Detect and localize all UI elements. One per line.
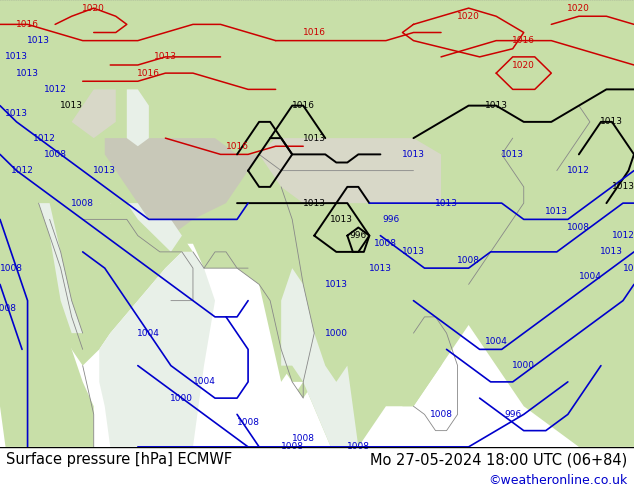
Polygon shape <box>0 106 94 447</box>
Text: 1012: 1012 <box>11 166 34 175</box>
Text: Surface pressure [hPa] ECMWF: Surface pressure [hPa] ECMWF <box>6 452 233 467</box>
Text: 1000: 1000 <box>325 329 348 338</box>
Polygon shape <box>0 0 634 447</box>
Polygon shape <box>49 203 193 349</box>
Text: 1008: 1008 <box>0 304 17 313</box>
Polygon shape <box>105 138 259 236</box>
Text: 1013: 1013 <box>325 280 348 289</box>
Polygon shape <box>391 284 458 406</box>
Polygon shape <box>298 374 309 398</box>
Text: 1016: 1016 <box>138 69 160 77</box>
Text: 1016: 1016 <box>512 36 535 45</box>
Text: 1016: 1016 <box>303 28 326 37</box>
Polygon shape <box>100 252 215 447</box>
Polygon shape <box>127 203 182 252</box>
Text: 1013: 1013 <box>5 52 28 61</box>
Text: 1013: 1013 <box>484 101 508 110</box>
Text: ©weatheronline.co.uk: ©weatheronline.co.uk <box>488 473 628 487</box>
Text: 1008: 1008 <box>347 442 370 451</box>
Text: 1020: 1020 <box>457 12 480 21</box>
Polygon shape <box>72 89 116 138</box>
Text: 1008: 1008 <box>292 434 314 443</box>
Text: 1013: 1013 <box>60 101 83 110</box>
Text: 1004: 1004 <box>485 337 508 346</box>
Text: 1013: 1013 <box>600 118 623 126</box>
Polygon shape <box>39 203 82 333</box>
Text: 1012: 1012 <box>567 166 590 175</box>
Text: 1013: 1013 <box>154 52 177 61</box>
Text: 1008: 1008 <box>430 410 453 419</box>
Text: 1008: 1008 <box>567 223 590 232</box>
Text: Mo 27-05-2024 18:00 UTC (06+84): Mo 27-05-2024 18:00 UTC (06+84) <box>370 452 628 467</box>
Text: 1020: 1020 <box>82 3 105 13</box>
Text: 1013: 1013 <box>611 182 634 192</box>
Text: 1004: 1004 <box>578 272 601 281</box>
Text: 1013: 1013 <box>369 264 392 272</box>
Text: 1000: 1000 <box>512 361 535 370</box>
Text: 1016: 1016 <box>292 101 314 110</box>
Text: 1008: 1008 <box>375 239 398 248</box>
Text: 1008: 1008 <box>236 418 259 427</box>
Text: 1004: 1004 <box>138 329 160 338</box>
Text: 996: 996 <box>504 410 521 419</box>
Text: 1013: 1013 <box>501 150 524 159</box>
Text: 1020: 1020 <box>567 3 590 13</box>
Text: 1013: 1013 <box>27 36 50 45</box>
Text: 1013: 1013 <box>623 264 634 272</box>
Text: 1020: 1020 <box>512 60 535 70</box>
Text: 1013: 1013 <box>16 69 39 77</box>
Text: 1008: 1008 <box>457 255 480 265</box>
Polygon shape <box>127 89 149 146</box>
Text: 1013: 1013 <box>402 247 425 256</box>
Polygon shape <box>204 154 314 382</box>
Text: 1013: 1013 <box>435 198 458 208</box>
Text: 1008: 1008 <box>71 198 94 208</box>
Text: 1008: 1008 <box>281 442 304 451</box>
Text: 1008: 1008 <box>0 264 23 272</box>
Text: 996: 996 <box>350 231 367 240</box>
Polygon shape <box>281 268 358 447</box>
Text: 1012: 1012 <box>33 134 56 143</box>
Text: 1004: 1004 <box>193 377 216 387</box>
Text: 1008: 1008 <box>44 150 67 159</box>
Polygon shape <box>259 138 441 203</box>
Text: 1013: 1013 <box>402 150 425 159</box>
Text: 996: 996 <box>383 215 400 224</box>
Text: 1013: 1013 <box>303 198 326 208</box>
Text: 1016: 1016 <box>226 142 249 151</box>
Text: 1013: 1013 <box>545 207 568 216</box>
Text: 1013: 1013 <box>5 109 28 118</box>
Text: 1000: 1000 <box>171 393 193 403</box>
Text: 1012: 1012 <box>44 85 67 94</box>
Text: 1016: 1016 <box>16 20 39 29</box>
Text: 1013: 1013 <box>600 247 623 256</box>
Text: 1012: 1012 <box>612 231 634 240</box>
Text: 1013: 1013 <box>93 166 116 175</box>
Text: 1013: 1013 <box>330 215 353 224</box>
Text: 1013: 1013 <box>303 134 326 143</box>
